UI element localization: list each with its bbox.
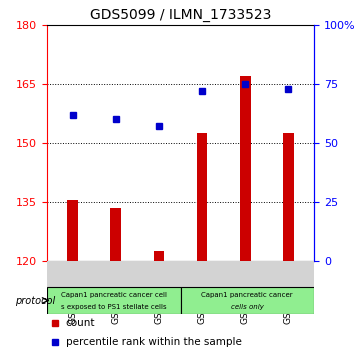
Bar (197, 133, 208, 261)
Text: protocol: protocol (15, 296, 55, 306)
Bar (240, 76, 251, 261)
Bar (68, 200, 78, 261)
Text: cells only: cells only (231, 304, 264, 310)
FancyBboxPatch shape (180, 287, 314, 314)
Title: GDS5099 / ILMN_1733523: GDS5099 / ILMN_1733523 (90, 8, 271, 22)
Text: count: count (66, 318, 95, 328)
Text: percentile rank within the sample: percentile rank within the sample (66, 337, 242, 347)
Bar (283, 133, 293, 261)
FancyBboxPatch shape (47, 287, 180, 314)
Text: Capan1 pancreatic cancer cell: Capan1 pancreatic cancer cell (61, 292, 167, 298)
Bar (153, 251, 164, 261)
FancyBboxPatch shape (47, 261, 314, 287)
Text: s exposed to PS1 stellate cells: s exposed to PS1 stellate cells (61, 304, 166, 310)
Text: Capan1 pancreatic cancer: Capan1 pancreatic cancer (201, 292, 293, 298)
Bar (110, 208, 121, 261)
